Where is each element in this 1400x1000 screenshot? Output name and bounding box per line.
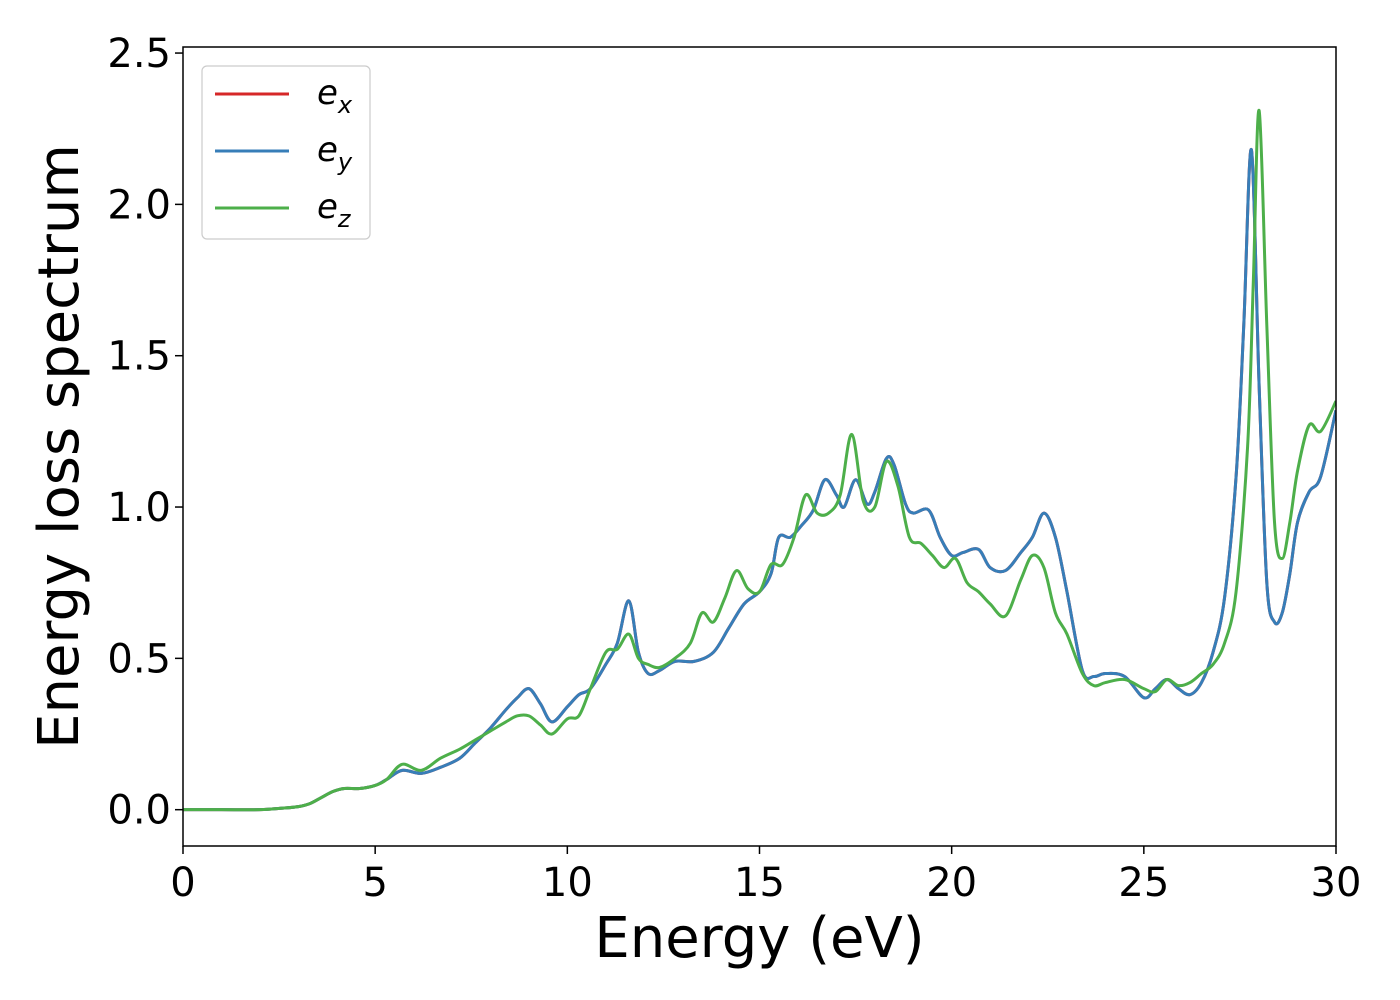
x-axis-ticks: 0 5 10 15 20 25 30 (170, 846, 1361, 906)
legend-label-base: e (317, 187, 338, 227)
series-line-ez (183, 109, 1336, 812)
x-axis-title: Energy (eV) (594, 906, 924, 971)
y-tick-label: 2.0 (107, 182, 171, 228)
y-axis-title: Energy loss spectrum (27, 144, 92, 749)
x-tick-label: 30 (1311, 860, 1362, 906)
y-tick-label: 2.5 (107, 31, 171, 77)
series-line-ey (183, 148, 1336, 812)
x-tick-label: 0 (170, 860, 195, 906)
y-axis-ticks: 0.0 0.5 1.0 1.5 2.0 2.5 (107, 31, 183, 834)
y-tick-label: 0.5 (107, 636, 171, 682)
legend-label-subscript: y (337, 148, 353, 176)
legend-label-base: e (317, 130, 338, 170)
legend-label-ez: ez (317, 187, 352, 233)
x-tick-label: 15 (734, 860, 785, 906)
legend-label-subscript: z (337, 205, 352, 233)
legend-label-subscript: x (337, 91, 353, 119)
plot-area (183, 47, 1336, 846)
x-tick-label: 25 (1118, 860, 1169, 906)
x-tick-label: 20 (926, 860, 977, 906)
y-tick-label: 0.0 (107, 788, 171, 834)
legend-label-ex: ex (317, 73, 353, 119)
x-tick-label: 5 (362, 860, 387, 906)
y-tick-label: 1.0 (107, 485, 171, 531)
y-tick-label: 1.5 (107, 334, 171, 380)
legend-label-ey: ey (317, 130, 353, 176)
legend-label-base: e (317, 73, 338, 113)
series-layer (183, 109, 1336, 812)
x-tick-label: 10 (542, 860, 593, 906)
